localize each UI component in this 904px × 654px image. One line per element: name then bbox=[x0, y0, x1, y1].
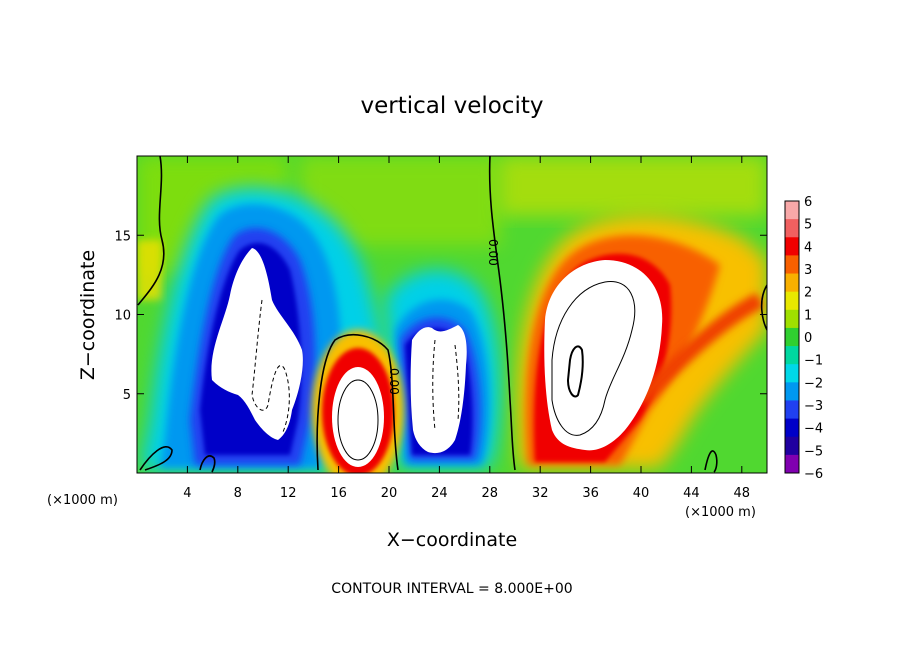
negative-contour-middle bbox=[432, 339, 460, 431]
colorbar bbox=[784, 200, 800, 474]
zero-contour-center bbox=[488, 156, 516, 471]
contour-lines bbox=[137, 156, 767, 473]
x-tick-label: 48 bbox=[734, 486, 751, 501]
x-tick-label: 4 bbox=[183, 486, 191, 501]
downdraft-core-middle bbox=[410, 325, 467, 454]
colorbar-segment bbox=[785, 382, 799, 401]
colorbar-tick-label: 0 bbox=[804, 331, 812, 346]
colorbar-tick-label: −6 bbox=[804, 467, 823, 482]
updraft-core-middle bbox=[332, 367, 384, 467]
x-axis-ticks: 4 8 12 16 20 24 28 32 36 40 44 48 bbox=[183, 156, 750, 501]
colorbar-segment bbox=[785, 255, 799, 275]
y-tick-label: 15 bbox=[114, 229, 131, 244]
colorbar-tick-label: −2 bbox=[804, 376, 823, 391]
contour-interval-note: CONTOUR INTERVAL = 8.000E+00 bbox=[331, 581, 572, 597]
colorbar-tick-label: −1 bbox=[804, 354, 823, 369]
colorbar-segment bbox=[785, 327, 799, 347]
colorbar-ticks: 6 5 4 3 2 1 0 −1 −2 −3 −4 −5 −6 bbox=[804, 195, 823, 482]
zero-contour-left bbox=[137, 156, 165, 306]
zero-contour-bottom-mid bbox=[199, 455, 216, 473]
contour-label-updraft: 0.00 bbox=[387, 368, 401, 395]
colorbar-segment bbox=[785, 273, 799, 293]
zero-contour-bottom-left bbox=[139, 446, 173, 471]
colorbar-tick-label: 3 bbox=[804, 263, 812, 278]
x-tick-label: 20 bbox=[381, 486, 398, 501]
x-tick-label: 16 bbox=[330, 486, 347, 501]
positive-contour-middle bbox=[337, 379, 379, 461]
colorbar-tick-label: 5 bbox=[804, 218, 812, 233]
colorbar-segment bbox=[785, 219, 799, 238]
colorbar-segment bbox=[785, 291, 799, 311]
colorbar-frame bbox=[784, 200, 800, 474]
colorbar-tick-label: 1 bbox=[804, 308, 812, 323]
x-tick-label: 32 bbox=[532, 486, 549, 501]
negative-contour-left bbox=[251, 299, 290, 433]
zero-contour-updraft bbox=[316, 334, 399, 471]
colorbar-segment bbox=[785, 346, 799, 365]
colorbar-tick-label: 4 bbox=[804, 240, 812, 255]
colorbar-tick-label: 6 bbox=[804, 195, 812, 210]
high-contour-right bbox=[566, 345, 584, 398]
colorbar-segment bbox=[785, 418, 799, 438]
zero-contour-bottom-right bbox=[704, 450, 718, 473]
y-axis-unit: (×1000 m) bbox=[47, 493, 118, 508]
zero-contour-right-edge bbox=[760, 284, 767, 331]
colorbar-segment bbox=[785, 309, 799, 329]
y-axis-ticks: 5 10 15 bbox=[114, 229, 767, 403]
x-tick-label: 12 bbox=[280, 486, 297, 501]
positive-contour-right bbox=[551, 281, 636, 436]
colorbar-segment bbox=[785, 237, 799, 256]
x-tick-label: 28 bbox=[482, 486, 499, 501]
colorbar-segment bbox=[785, 454, 799, 474]
updraft-core-right bbox=[544, 260, 663, 451]
colorbar-segment bbox=[785, 364, 799, 383]
colorbar-tick-label: −5 bbox=[804, 444, 823, 459]
x-tick-label: 44 bbox=[683, 486, 700, 501]
colorbar-tick-label: −3 bbox=[804, 399, 823, 414]
x-tick-label: 40 bbox=[633, 486, 650, 501]
x-axis-unit: (×1000 m) bbox=[685, 505, 756, 520]
x-tick-label: 8 bbox=[234, 486, 242, 501]
chart-title: vertical velocity bbox=[361, 93, 544, 119]
plot-area bbox=[137, 156, 767, 473]
x-tick-label: 36 bbox=[582, 486, 599, 501]
x-axis-label: X−coordinate bbox=[387, 529, 517, 551]
y-tick-label: 5 bbox=[123, 388, 131, 403]
y-tick-label: 10 bbox=[114, 309, 131, 324]
y-axis-label: Z−coordinate bbox=[77, 250, 99, 380]
colorbar-segment bbox=[785, 201, 799, 220]
colorbar-segment bbox=[785, 436, 799, 456]
colorbar-tick-label: −4 bbox=[804, 422, 823, 437]
colorbar-segment bbox=[785, 400, 799, 420]
x-tick-label: 24 bbox=[431, 486, 448, 501]
contour-label-center: 0.00 bbox=[486, 239, 500, 266]
colorbar-tick-label: 2 bbox=[804, 286, 812, 301]
field-shading bbox=[137, 156, 767, 473]
